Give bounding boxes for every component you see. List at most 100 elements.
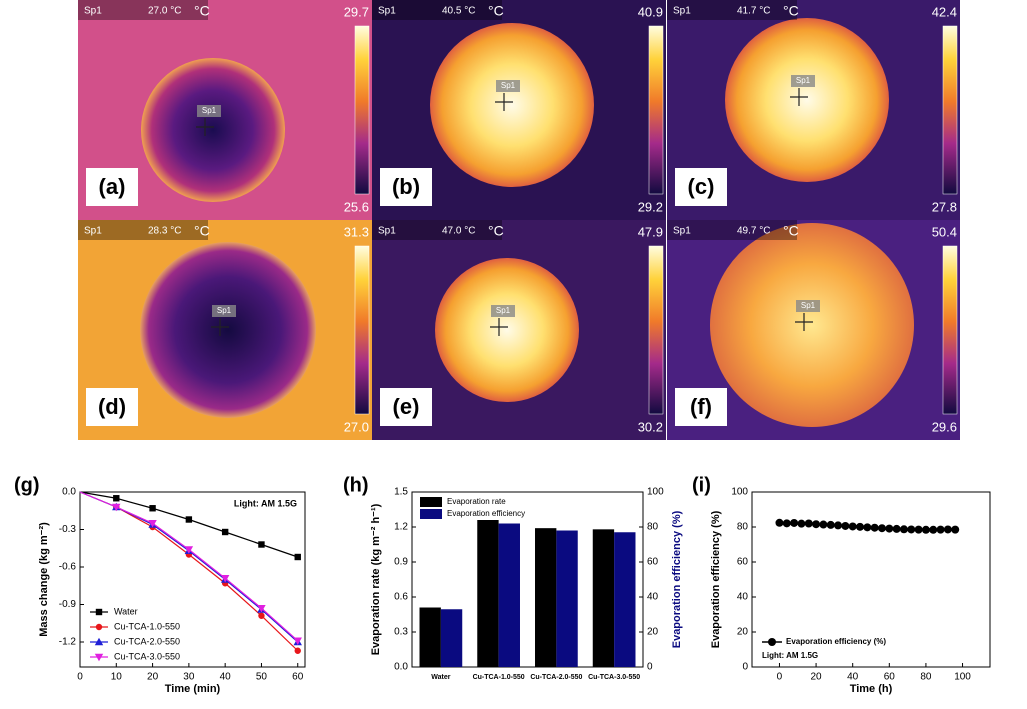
scale-max: 31.3 <box>344 224 369 239</box>
point <box>834 521 843 530</box>
marker-label: Sp1 <box>796 76 811 85</box>
y-tick-label: 1.5 <box>394 487 408 498</box>
scale-min: 27.0 <box>344 419 369 434</box>
spot-reading: 47.0 °C <box>442 226 475 237</box>
label-box <box>675 388 727 426</box>
marker-label: Sp1 <box>501 81 516 90</box>
crosshair <box>490 318 508 336</box>
legend-swatch <box>420 509 442 519</box>
marker <box>185 516 193 523</box>
panel-label: (d) <box>98 394 126 419</box>
annotation: Light: AM 1.5G <box>234 498 297 508</box>
y-tick-label: 60 <box>647 557 659 568</box>
marker <box>184 546 194 554</box>
marker <box>257 605 266 613</box>
y-tick-label: 20 <box>647 627 659 638</box>
legend-marker <box>768 638 776 646</box>
plot-frame <box>79 491 306 668</box>
scale-min: 27.8 <box>932 199 957 214</box>
legend-label: Cu-TCA-2.0-550 <box>114 636 180 646</box>
marker <box>220 575 230 583</box>
thermal-image: Sp1 41.7 °C °C 42.4 27.8 Sp1 (c) <box>667 0 960 220</box>
y-tick-label: 0.0 <box>394 662 408 673</box>
label-box <box>380 168 432 206</box>
cup <box>710 223 914 427</box>
point <box>877 524 886 533</box>
x-tick-label: Cu-TCA-2.0-550 <box>530 674 582 681</box>
unit: °C <box>194 3 210 19</box>
marker <box>95 623 103 631</box>
crosshair <box>495 93 513 111</box>
x-tick-label: 30 <box>183 672 195 683</box>
marker <box>149 505 156 512</box>
y-axis-label: Evaporation efficiency (%) <box>710 510 722 648</box>
readout-bar <box>372 0 502 20</box>
point <box>790 518 799 527</box>
scale-min: 29.6 <box>932 419 957 434</box>
x-tick-label: 10 <box>111 672 123 683</box>
color-scale <box>942 245 958 415</box>
bar <box>477 520 499 667</box>
marker <box>294 647 301 654</box>
crosshair <box>790 88 808 106</box>
point <box>775 518 784 527</box>
legend-label: Evaporation efficiency <box>447 509 525 518</box>
bar <box>440 609 463 667</box>
panel-label: (i) <box>692 474 711 496</box>
legend-swatch <box>420 497 442 507</box>
spot-reading: 27.0 °C <box>148 6 181 17</box>
y-axis-label: Mass change (kg m⁻²) <box>38 522 50 637</box>
thermal-image: Sp1 40.5 °C °C 40.9 29.2 Sp1 (b) <box>372 0 666 220</box>
scale-max: 40.9 <box>638 4 663 19</box>
spot-name: Sp1 <box>673 226 691 237</box>
y-tick-label: 40 <box>647 592 659 603</box>
cup <box>140 242 316 418</box>
panel-label: (b) <box>392 174 420 199</box>
point <box>797 519 806 528</box>
marker <box>94 637 104 646</box>
point <box>782 519 791 528</box>
legend-label: Cu-TCA-3.0-550 <box>114 651 180 661</box>
cup <box>435 258 579 402</box>
x-tick-label: 0 <box>777 672 783 683</box>
crosshair <box>795 313 813 331</box>
panel-label: (e) <box>393 394 420 419</box>
x-tick-label: 0 <box>77 672 83 683</box>
legend-label: Cu-TCA-1.0-550 <box>114 621 180 631</box>
x-tick-label: 50 <box>256 672 268 683</box>
crosshair <box>211 318 229 336</box>
point <box>812 520 821 529</box>
unit: °C <box>783 3 799 19</box>
thermal-image: Sp1 49.7 °C °C 50.4 29.6 Sp1 (f) <box>667 220 960 440</box>
bar <box>556 530 578 667</box>
x-tick-label: 20 <box>147 672 159 683</box>
unit: °C <box>194 223 210 239</box>
point <box>936 525 945 534</box>
marker <box>94 653 104 662</box>
y-tick-label: 0.6 <box>394 592 408 603</box>
y-tick-label: 60 <box>737 557 749 568</box>
marker <box>95 608 103 616</box>
marker <box>148 520 157 528</box>
panel-label: (h) <box>343 474 369 496</box>
point <box>856 522 865 531</box>
color-scale <box>354 25 370 195</box>
thermal-image: Sp1 28.3 °C °C 31.3 27.0 Sp1 (d) <box>78 220 372 440</box>
readout-bar <box>667 0 797 20</box>
marker <box>293 637 302 645</box>
x-axis-label: Time (h) <box>850 683 893 695</box>
marker-tag <box>212 305 236 317</box>
y-tick-label: 0.9 <box>394 557 408 568</box>
scale-min: 29.2 <box>638 199 663 214</box>
marker <box>258 541 265 548</box>
x-tick-label: 60 <box>884 672 896 683</box>
scale-max: 29.7 <box>344 4 369 19</box>
color-scale <box>354 245 370 415</box>
thermal-image: Sp1 47.0 °C °C 47.9 30.2 Sp1 (e) <box>372 220 666 440</box>
legend-label: Evaporation rate <box>447 497 506 506</box>
y-tick-label: 100 <box>731 487 748 498</box>
marker <box>112 503 121 512</box>
y-tick-label: 100 <box>647 487 664 498</box>
marker-label: Sp1 <box>202 106 217 115</box>
spot-reading: 40.5 °C <box>442 6 475 17</box>
